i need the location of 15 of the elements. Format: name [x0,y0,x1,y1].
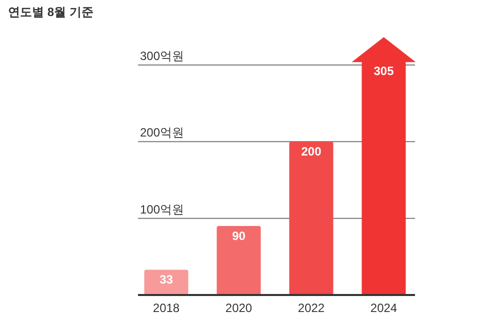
data-label: 33 [160,272,174,287]
x-tick-label: 2022 [298,301,325,315]
data-label: 200 [301,144,322,159]
bar [144,270,188,295]
ref-line-label: 200억원 [140,126,184,140]
ref-line-label: 100억원 [140,202,184,216]
x-tick-label: 2024 [370,301,398,315]
ref-line-label: 300억원 [140,49,184,63]
x-tick-label: 2020 [225,301,252,315]
bar [289,142,334,295]
x-tick-label: 2018 [152,301,180,315]
chart-title: 연도별 8월 기준 [8,5,94,19]
bar [216,226,261,295]
data-label: 305 [374,64,394,78]
data-label: 90 [232,229,246,243]
